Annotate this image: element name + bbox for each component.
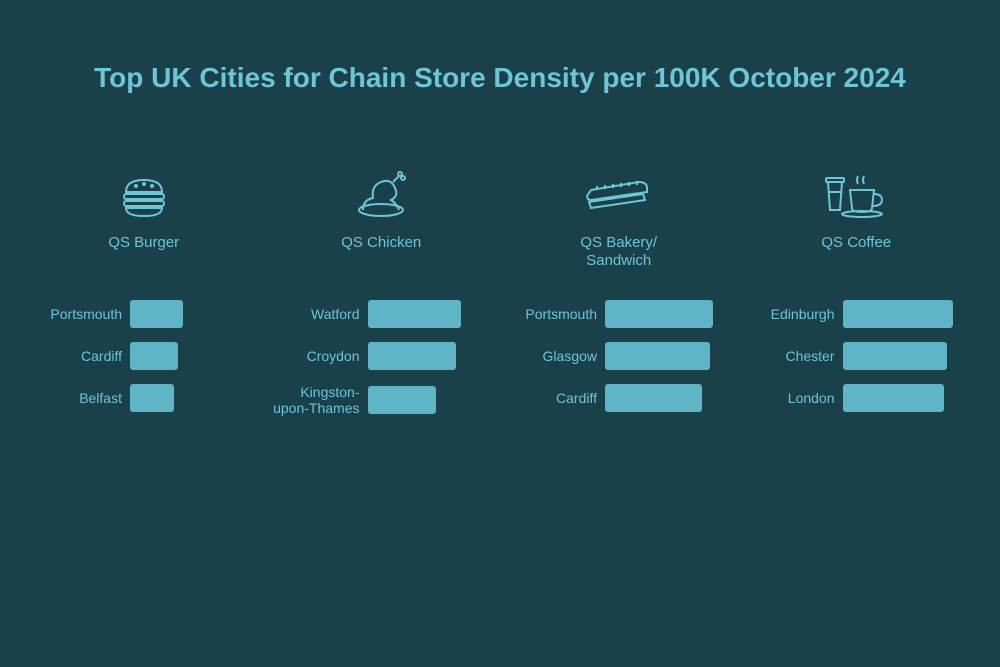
- category-label: QS Bakery/ Sandwich: [580, 234, 657, 270]
- category-column: QS Chicken Watford Croydon Kingston-upon-Th…: [268, 166, 496, 430]
- bar-row: Chester: [743, 342, 971, 370]
- bar-row: Portsmouth: [505, 300, 733, 328]
- bar-track: [605, 342, 733, 370]
- bar-track: [130, 300, 258, 328]
- city-label: Chester: [743, 348, 843, 364]
- city-label: Cardiff: [505, 390, 605, 406]
- city-label: Glasgow: [505, 348, 605, 364]
- bar: [605, 300, 713, 328]
- city-label: Cardiff: [30, 348, 130, 364]
- city-label: Croydon: [268, 348, 368, 364]
- bar: [843, 300, 953, 328]
- category-column: QS Coffee Edinburgh Chester London: [743, 166, 971, 430]
- bar-track: [368, 342, 496, 370]
- city-label: Watford: [268, 306, 368, 322]
- city-label: London: [743, 390, 843, 406]
- burger-icon: [104, 166, 184, 226]
- bar-row: Watford: [268, 300, 496, 328]
- bar-row: Cardiff: [30, 342, 258, 370]
- bar: [843, 384, 944, 412]
- bar-track: [843, 300, 971, 328]
- coffee-icon: [816, 166, 896, 226]
- bar: [843, 342, 948, 370]
- bar-track: [130, 384, 258, 412]
- bar-row: Kingston-upon-Thames: [268, 384, 496, 416]
- bar: [605, 342, 710, 370]
- bar-track: [605, 300, 733, 328]
- chart-grid: QS Burger Portsmouth Cardiff Belfast QS Chic…: [0, 96, 1000, 430]
- bar-row: Croydon: [268, 342, 496, 370]
- bar-track: [843, 384, 971, 412]
- category-label: QS Coffee: [821, 234, 891, 270]
- city-label: Edinburgh: [743, 306, 843, 322]
- bar-track: [605, 384, 733, 412]
- category-column: QS Bakery/ Sandwich Portsmouth Glasgow Card…: [505, 166, 733, 430]
- bar: [368, 386, 436, 414]
- bar: [130, 342, 178, 370]
- category-label: QS Chicken: [341, 234, 421, 270]
- category-label: QS Burger: [108, 234, 179, 270]
- city-label: Portsmouth: [505, 306, 605, 322]
- bar: [605, 384, 702, 412]
- bar: [368, 342, 456, 370]
- chart-title: Top UK Cities for Chain Store Density pe…: [0, 0, 1000, 96]
- bar-row: Portsmouth: [30, 300, 258, 328]
- bar-row: Cardiff: [505, 384, 733, 412]
- bar: [368, 300, 462, 328]
- bar: [130, 384, 174, 412]
- bar: [130, 300, 183, 328]
- bar-row: Glasgow: [505, 342, 733, 370]
- bar-track: [368, 300, 496, 328]
- bar-track: [843, 342, 971, 370]
- chicken-icon: [341, 166, 421, 226]
- category-column: QS Burger Portsmouth Cardiff Belfast: [30, 166, 258, 430]
- bar-track: [368, 386, 496, 414]
- bar-row: London: [743, 384, 971, 412]
- bar-track: [130, 342, 258, 370]
- bar-row: Edinburgh: [743, 300, 971, 328]
- sandwich-icon: [579, 166, 659, 226]
- bar-row: Belfast: [30, 384, 258, 412]
- city-label: Belfast: [30, 390, 130, 406]
- city-label: Portsmouth: [30, 306, 130, 322]
- city-label: Kingston-upon-Thames: [268, 384, 368, 416]
